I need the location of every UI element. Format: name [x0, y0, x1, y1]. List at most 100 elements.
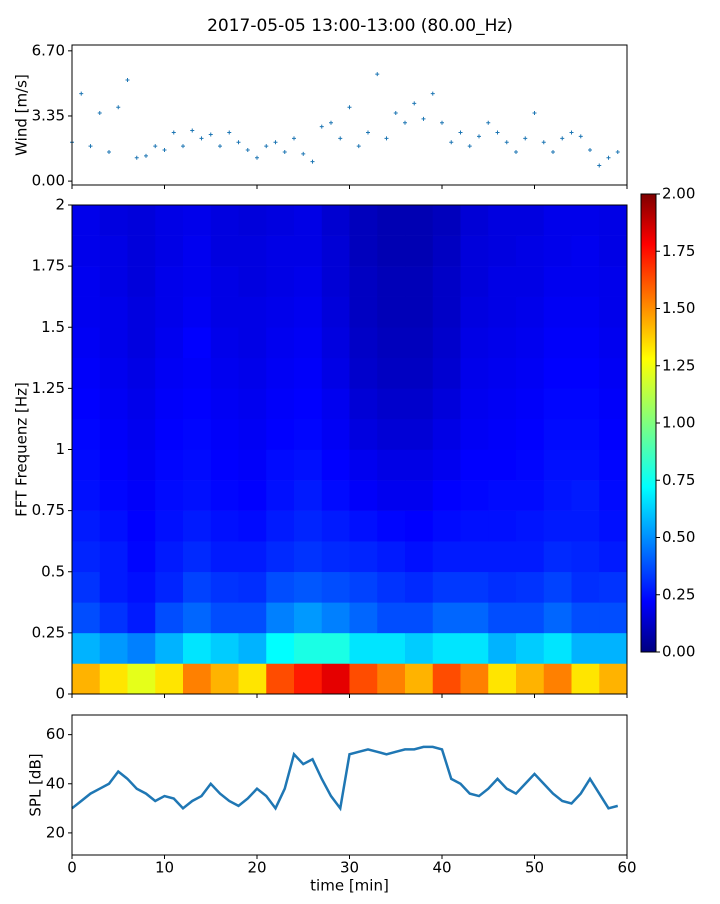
heatmap-cell	[349, 296, 378, 328]
heatmap-cell	[72, 510, 101, 542]
heatmap-cell	[571, 510, 600, 542]
heatmap-cell	[405, 632, 434, 664]
heatmap-cell	[183, 663, 212, 695]
heatmap-cell	[294, 357, 323, 389]
wind-point	[181, 144, 185, 149]
wind-point	[421, 116, 426, 121]
heatmap-cell	[72, 357, 101, 389]
heatmap-cell	[183, 418, 212, 450]
heatmap-cell	[72, 602, 101, 634]
heatmap-cell	[488, 357, 517, 389]
wind-point	[144, 153, 148, 158]
heatmap-cell	[599, 663, 628, 695]
heatmap-cell	[599, 235, 628, 267]
wind-point	[310, 159, 315, 164]
heatmap-cell	[377, 480, 406, 511]
heatmap-cell	[377, 510, 406, 542]
wind-point	[329, 120, 333, 125]
heatmap-cell	[432, 663, 461, 695]
heatmap-cell	[321, 602, 350, 634]
heatmap-cell	[183, 327, 212, 359]
wind-point	[606, 155, 611, 160]
heatmap-cell	[488, 663, 517, 695]
heatmap-cell	[571, 357, 600, 389]
heatmap-cell	[210, 235, 239, 267]
heatmap-cell	[210, 357, 239, 389]
wind-point	[569, 130, 574, 135]
heatmap-cell	[127, 418, 156, 450]
heatmap-cell	[599, 632, 628, 664]
heatmap-cell	[99, 205, 128, 236]
heatmap-cell	[349, 663, 378, 695]
heatmap-cell	[127, 296, 156, 328]
y-tick-label: 1.75	[32, 257, 65, 275]
heatmap-cell	[571, 632, 600, 664]
heatmap-cell	[127, 541, 156, 573]
heatmap-cell	[294, 418, 323, 450]
heatmap-cell	[516, 632, 545, 664]
heatmap-cell	[72, 388, 101, 420]
heatmap-cell	[210, 388, 239, 420]
heatmap-cell	[294, 663, 323, 695]
heatmap-cell	[210, 205, 239, 236]
wind-point	[495, 130, 500, 135]
heatmap-cell	[266, 266, 295, 297]
heatmap-cell	[599, 266, 628, 297]
heatmap-cell	[72, 296, 101, 328]
heatmap-cell	[516, 418, 545, 450]
heatmap-cell	[488, 418, 517, 450]
heatmap-cell	[516, 571, 545, 603]
heatmap-cell	[377, 663, 406, 695]
x-tick-label: 60	[617, 859, 636, 877]
heatmap-cell	[210, 510, 239, 542]
heatmap-cell	[543, 663, 572, 695]
colorbar-tick-label: 1.50	[662, 299, 695, 317]
wind-point	[134, 155, 139, 160]
heatmap-cell	[405, 205, 434, 236]
heatmap-cell	[321, 480, 350, 511]
heatmap-cell	[72, 449, 101, 481]
heatmap-cell	[460, 357, 489, 389]
heatmap-cell	[127, 357, 156, 389]
heatmap-cell	[238, 418, 267, 450]
heatmap-cell	[183, 357, 212, 389]
heatmap-cell	[405, 388, 434, 420]
heatmap-cell	[266, 357, 295, 389]
heatmap-cell	[99, 632, 128, 664]
heatmap-cell	[155, 418, 184, 450]
heatmap-cell	[266, 602, 295, 634]
heatmap-cell	[405, 480, 434, 511]
heatmap-cell	[72, 235, 101, 267]
heatmap-cell	[599, 480, 628, 511]
heatmap-cell	[127, 510, 156, 542]
heatmap-cell	[460, 235, 489, 267]
heatmap-cell	[516, 266, 545, 297]
heatmap-cell	[321, 510, 350, 542]
heatmap-cell	[460, 266, 489, 297]
wind-point	[477, 134, 481, 139]
heatmap-cell	[571, 663, 600, 695]
heatmap-cell	[183, 266, 212, 297]
heatmap-cell	[349, 480, 378, 511]
heatmap-cell	[488, 571, 517, 603]
heatmap-cell	[99, 510, 128, 542]
wind-point	[486, 120, 491, 125]
colorbar-tick-label: 0.75	[662, 471, 695, 489]
heatmap-cell	[543, 327, 572, 359]
heatmap-cell	[321, 388, 350, 420]
heatmap-cell	[321, 541, 350, 573]
wind-point	[116, 105, 121, 110]
heatmap-cell	[405, 510, 434, 542]
heatmap-cell	[488, 235, 517, 267]
heatmap-cell	[72, 266, 101, 297]
wind-point	[467, 144, 472, 149]
x-axis-label: time [min]	[310, 877, 389, 895]
heatmap-cell	[488, 205, 517, 236]
heatmap-cell	[266, 480, 295, 511]
heatmap-cell	[460, 510, 489, 542]
heatmap-cell	[266, 205, 295, 236]
heatmap-cell	[238, 388, 267, 420]
heatmap-cell	[321, 266, 350, 297]
heatmap-cell	[210, 418, 239, 450]
heatmap-cell	[321, 205, 350, 236]
